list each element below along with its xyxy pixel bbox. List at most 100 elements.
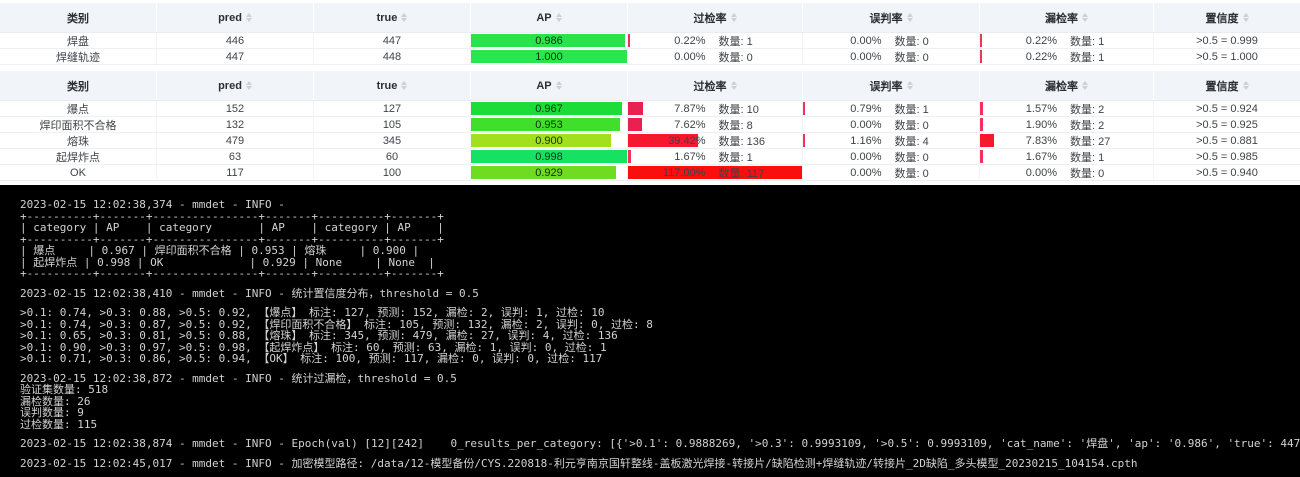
column-header-confidence[interactable]: 置信度: [1154, 71, 1300, 100]
terminal-line: 验证集数量: 518: [20, 383, 109, 396]
column-header-category: 类别: [0, 71, 157, 100]
table-row: 熔珠 479 345 0.900 39.42% 数量: 136 1.16% 数量: 4 7.83…: [0, 133, 1300, 149]
table-row: 爆点 152 127 0.967 7.87% 数量: 10 0.79% 数量: 1 1.57% 数…: [0, 101, 1300, 117]
miss-count: 数量: 1: [1070, 151, 1105, 164]
miss-rate: 7.83%: [1025, 134, 1057, 147]
category-cell: 起焊炸点: [0, 149, 157, 164]
caret-up-icon: [1082, 13, 1088, 17]
caret-up-icon: [1242, 13, 1249, 17]
table-body: 爆点 152 127 0.967 7.87% 数量: 10 0.79% 数量: 1 1.57% 数…: [0, 101, 1300, 181]
column-header-confidence[interactable]: 置信度: [1154, 3, 1300, 32]
overkill-cell: 7.62% 数量: 8: [628, 117, 803, 132]
miss-rate: 0.00%: [1025, 166, 1057, 179]
caret-up-icon: [401, 81, 408, 85]
ap-value: 0.967: [535, 102, 563, 115]
caret-down-icon: [401, 18, 408, 22]
column-header-pred[interactable]: pred: [157, 3, 314, 32]
true-cell: 60: [314, 149, 471, 164]
column-header-true[interactable]: true: [314, 71, 471, 100]
column-header-misjudge[interactable]: 误判率: [803, 71, 980, 100]
terminal-line: >0.1: 0.74, >0.3: 0.87, >0.5: 0.92, 【焊印面…: [20, 317, 653, 331]
column-header-miss[interactable]: 漏检率: [980, 3, 1154, 32]
column-header-misjudge[interactable]: 误判率: [803, 3, 980, 32]
terminal-line: >0.1: 0.90, >0.3: 0.97, >0.5: 0.98, 【起焊炸…: [20, 340, 607, 354]
overkill-cell: 0.22% 数量: 1: [628, 33, 803, 48]
ap-bar: [471, 34, 625, 47]
confidence-cell: >0.5 = 0.985: [1154, 149, 1300, 164]
confidence-value: >0.5 = 0.924: [1196, 102, 1258, 115]
pred-cell: 117: [157, 165, 314, 180]
column-header-ap[interactable]: AP: [471, 71, 628, 100]
confidence-cell: >0.5 = 0.881: [1154, 133, 1300, 148]
misjudge-rate: 0.00%: [850, 34, 882, 47]
miss-bar: [980, 34, 982, 47]
column-header-overkill[interactable]: 过检率: [628, 71, 803, 100]
true-cell: 345: [314, 133, 471, 148]
overkill-count: 数量: 136: [718, 135, 765, 148]
terminal-line: +----------+-------+----------------+---…: [20, 232, 444, 246]
pred-value: 152: [225, 102, 245, 115]
miss-rate: 0.22%: [1025, 50, 1057, 63]
ap-value: 0.986: [535, 34, 563, 47]
metrics-tables: 类别 pred true AP 过检率 误判率 漏检率 置信度 焊盘 446 447 0.986 0.…: [0, 0, 1300, 181]
pred-value: 447: [225, 50, 245, 63]
category-cell: 熔珠: [0, 133, 157, 148]
column-header-label: 过检率: [693, 80, 727, 93]
true-value: 60: [385, 150, 399, 163]
ap-bar: [471, 166, 616, 179]
sort-icon: [906, 13, 913, 22]
ap-value: 0.900: [535, 134, 563, 147]
column-header-ap[interactable]: AP: [471, 3, 628, 32]
caret-down-icon: [401, 86, 408, 90]
column-header-label: 过检率: [693, 12, 727, 25]
overkill-bar: [628, 166, 802, 179]
overkill-rate: 39.42%: [668, 134, 706, 147]
category-cell: 焊缝轨迹: [0, 49, 157, 64]
category-value: 起焊炸点: [56, 151, 100, 164]
miss-cell: 0.00% 数量: 0: [980, 165, 1154, 180]
miss-count: 数量: 0: [1070, 167, 1105, 180]
misjudge-rate: 0.00%: [850, 150, 882, 163]
sort-icon: [245, 81, 252, 90]
ap-bar: [471, 134, 612, 147]
overkill-rate: 0.00%: [674, 50, 706, 63]
miss-count: 数量: 27: [1070, 135, 1111, 148]
column-header-pred[interactable]: pred: [157, 71, 314, 100]
category-cell: 焊印面积不合格: [0, 117, 157, 132]
terminal-line: 2023-02-15 12:02:38,410 - mmdet - INFO -…: [20, 286, 479, 300]
overkill-bar: [628, 118, 643, 131]
ap-bar: [471, 50, 627, 63]
ap-cell: 1.000: [471, 49, 628, 64]
confidence-value: >0.5 = 0.985: [1196, 150, 1258, 163]
sort-icon: [906, 81, 913, 90]
overkill-count: 数量: 0: [718, 51, 753, 64]
ap-bar: [471, 102, 622, 115]
terminal-line: 漏检数量: 26: [20, 394, 91, 408]
terminal-line: +----------+-------+----------------+---…: [20, 267, 444, 280]
caret-up-icon: [245, 13, 252, 17]
true-value: 345: [382, 134, 402, 147]
caret-up-icon: [1242, 81, 1249, 85]
ap-value: 1.000: [535, 50, 563, 63]
column-header-overkill[interactable]: 过检率: [628, 3, 803, 32]
caret-up-icon: [555, 13, 562, 17]
overkill-count: 数量: 1: [718, 35, 753, 48]
miss-bar: [980, 150, 983, 163]
column-header-label: true: [376, 11, 398, 24]
column-header-true[interactable]: true: [314, 3, 471, 32]
misjudge-rate: 0.00%: [850, 166, 882, 179]
column-header-miss[interactable]: 漏检率: [980, 71, 1154, 100]
column-header-label: AP: [536, 79, 552, 92]
sort-icon: [730, 13, 737, 22]
misjudge-bar: [803, 102, 806, 115]
sort-icon: [245, 13, 252, 22]
miss-count: 数量: 2: [1070, 119, 1105, 132]
defect-metrics-table: 类别 pred true AP 过检率 误判率 漏检率 置信度 爆点 152 127 0.967 7.…: [0, 71, 1300, 181]
ap-cell: 0.953: [471, 117, 628, 132]
pred-cell: 447: [157, 49, 314, 64]
misjudge-rate: 1.16%: [850, 134, 882, 147]
pred-cell: 446: [157, 33, 314, 48]
column-header-label: 误判率: [869, 80, 903, 93]
terminal-line: +----------+-------+----------------+---…: [20, 209, 444, 223]
confidence-cell: >0.5 = 0.925: [1154, 117, 1300, 132]
